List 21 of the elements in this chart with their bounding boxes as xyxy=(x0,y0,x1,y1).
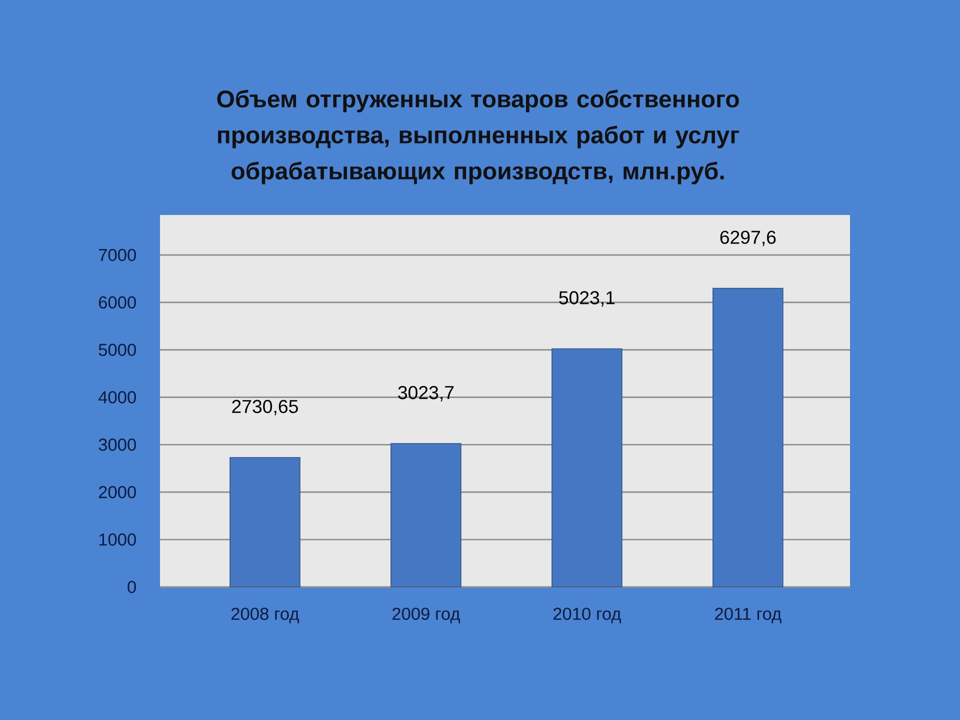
y-tick-label: 3000 xyxy=(98,438,136,451)
bar xyxy=(552,348,622,588)
y-tick-label: 4000 xyxy=(98,391,136,404)
chart-title: Объем отгруженных товаров собственного производства, выполненных работ и услуг обрабатывающих производств, млн.руб. xyxy=(217,90,740,184)
x-tick-label: 2010 год xyxy=(553,608,621,624)
y-tick-label: 6000 xyxy=(98,296,136,309)
data-label: 2730,65 xyxy=(232,400,298,416)
x-tick-label: 2009 год xyxy=(392,608,460,624)
y-tick-label: 2000 xyxy=(98,486,136,498)
x-tick-label: 2008 год xyxy=(232,608,300,624)
data-label: 5023,1 xyxy=(559,291,615,307)
y-tick-label: 5000 xyxy=(98,344,136,356)
y-tick-label: 1000 xyxy=(99,533,136,546)
y-tick-label: 0 xyxy=(128,580,136,594)
bar xyxy=(390,443,462,588)
y-tick-label: 7000 xyxy=(98,248,136,262)
bar xyxy=(712,288,784,588)
bar xyxy=(230,457,300,588)
data-label: 6297,6 xyxy=(720,230,776,246)
x-tick-label: 2011 год xyxy=(715,608,782,624)
data-label: 3023,7 xyxy=(398,386,454,402)
